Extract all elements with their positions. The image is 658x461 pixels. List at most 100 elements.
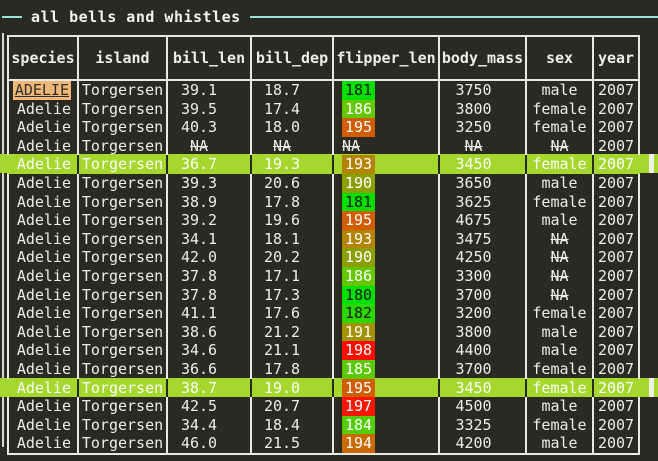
table-row: Adelie Torgersen 34.4 18.4 184 3325 female 2007 xyxy=(7,415,640,435)
cell-flipper_len: NA xyxy=(332,136,440,156)
cell-species: Adelie xyxy=(7,229,79,249)
cell-value: 2007 xyxy=(597,248,635,267)
cell-value: 2007 xyxy=(597,359,635,378)
flipper-color-chip: 181 xyxy=(342,81,376,100)
table-row: Adelie Torgersen 42.5 20.7 197 4500 male 2007 xyxy=(7,397,640,416)
cell-flipper_len: 195 xyxy=(332,211,440,230)
cell-value: 2007 xyxy=(597,378,635,397)
cell-island: Torgersen xyxy=(77,322,168,342)
cell-value: 18.7 xyxy=(263,81,301,99)
cell-value: 17.3 xyxy=(263,285,301,304)
cell-value: 20.6 xyxy=(263,173,301,192)
cell-value: Torgersen xyxy=(81,248,164,267)
cell-sex: male xyxy=(525,397,594,416)
cell-year: 2007 xyxy=(592,322,640,342)
cell-sex: NA xyxy=(525,229,594,249)
cell-year: 2007 xyxy=(592,99,640,119)
cell-year: 2007 xyxy=(592,192,640,212)
cell-body_mass: 4400 xyxy=(438,341,527,360)
cell-island: Torgersen xyxy=(77,359,168,379)
cell-value: Torgersen xyxy=(81,192,164,211)
cell-value: 18.0 xyxy=(263,118,301,137)
cell-value: 3300 xyxy=(455,266,492,285)
cell-sex: NA xyxy=(525,248,594,267)
cell-value: male xyxy=(541,434,578,453)
cell-bill_len: 40.3 xyxy=(166,118,252,137)
cell-species: Adelie xyxy=(7,378,79,398)
flipper-color-chip: 195 xyxy=(342,211,376,230)
flipper-color-chip: 190 xyxy=(342,173,376,193)
cell-value: male xyxy=(541,397,578,416)
cell-bill_len: 34.6 xyxy=(166,341,252,360)
cell-body_mass: 3450 xyxy=(438,155,527,174)
cell-body_mass: 4500 xyxy=(438,397,527,416)
cell-island: Torgersen xyxy=(77,285,168,305)
cell-flipper_len: 191 xyxy=(332,322,440,342)
cell-value: Adelie xyxy=(16,415,71,434)
cell-value: female xyxy=(532,415,587,434)
cell-body_mass: 3800 xyxy=(438,322,527,342)
cell-sex: male xyxy=(525,341,594,360)
cell-value: 21.5 xyxy=(263,434,301,453)
cell-bill_dep: 18.1 xyxy=(250,229,334,249)
cell-value: 46.0 xyxy=(180,434,218,453)
cell-bill_dep: 20.2 xyxy=(250,248,334,267)
flipper-color-chip: 195 xyxy=(342,118,376,137)
cell-bill_len: 39.5 xyxy=(166,99,252,119)
column-header-bill_len: bill_len xyxy=(166,35,252,81)
flipper-color-chip: 193 xyxy=(342,155,376,174)
cell-value: 21.2 xyxy=(263,322,301,341)
header-row: species island bill_len bill_dep flipper_len… xyxy=(7,35,640,81)
cell-bill_dep: 20.7 xyxy=(250,397,334,416)
cell-sex: NA xyxy=(525,136,594,156)
cell-value: 42.5 xyxy=(180,397,218,416)
cell-value: 4250 xyxy=(455,248,492,267)
flipper-color-chip: 186 xyxy=(342,99,376,119)
cell-value: 19.0 xyxy=(263,378,301,397)
cell-value: 20.7 xyxy=(263,397,301,416)
cell-body_mass: 3325 xyxy=(438,415,527,435)
cell-value: Torgersen xyxy=(81,81,164,99)
cell-body_mass: 3250 xyxy=(438,118,527,137)
cell-body_mass: 3650 xyxy=(438,173,527,193)
column-header-year: year xyxy=(592,35,640,81)
na-value: NA xyxy=(272,136,292,155)
cell-value: 17.1 xyxy=(263,266,301,285)
column-header-island: island xyxy=(77,35,168,81)
cell-value: 3650 xyxy=(455,173,492,192)
cell-bill_dep: 21.1 xyxy=(250,341,334,360)
cell-value: Torgersen xyxy=(81,173,164,192)
cell-bill_len: 37.8 xyxy=(166,285,252,305)
cell-bill_dep: 21.2 xyxy=(250,322,334,342)
cell-value: 3800 xyxy=(455,322,492,341)
cell-sex: female xyxy=(525,155,594,174)
cell-island: Torgersen xyxy=(77,173,168,193)
cell-flipper_len: 194 xyxy=(332,434,440,455)
table-row: Adelie Torgersen 42.0 20.2 190 4250 NA 2007 xyxy=(7,248,640,267)
cell-sex: male xyxy=(525,211,594,230)
na-value: NA xyxy=(550,229,569,248)
title-rule-left xyxy=(2,16,22,18)
cell-flipper_len: 195 xyxy=(332,378,440,398)
cell-bill_dep: 17.4 xyxy=(250,99,334,119)
flipper-color-chip: 181 xyxy=(342,192,376,212)
cell-bill_len: 38.6 xyxy=(166,322,252,342)
panel-title-bar: all bells and whistles xyxy=(0,8,658,26)
cell-species: Adelie xyxy=(7,211,79,230)
cell-bill_dep: 18.4 xyxy=(250,415,334,435)
cell-sex: NA xyxy=(525,285,594,305)
cell-value: Torgersen xyxy=(81,229,164,248)
cell-body_mass: 3750 xyxy=(438,80,527,100)
cell-species: ADELIE xyxy=(7,80,79,100)
cell-value: 3450 xyxy=(455,155,492,174)
cell-island: Torgersen xyxy=(77,397,168,416)
cell-sex: female xyxy=(525,359,594,379)
cell-species: Adelie xyxy=(7,118,79,137)
cell-value: 3625 xyxy=(455,192,492,211)
flipper-color-chip: 194 xyxy=(342,434,376,452)
cell-species: Adelie xyxy=(7,248,79,267)
flipper-color-chip: 185 xyxy=(342,359,376,379)
cell-value: Torgersen xyxy=(81,266,164,285)
cell-value: male xyxy=(541,341,578,360)
cell-species: Adelie xyxy=(7,434,79,455)
